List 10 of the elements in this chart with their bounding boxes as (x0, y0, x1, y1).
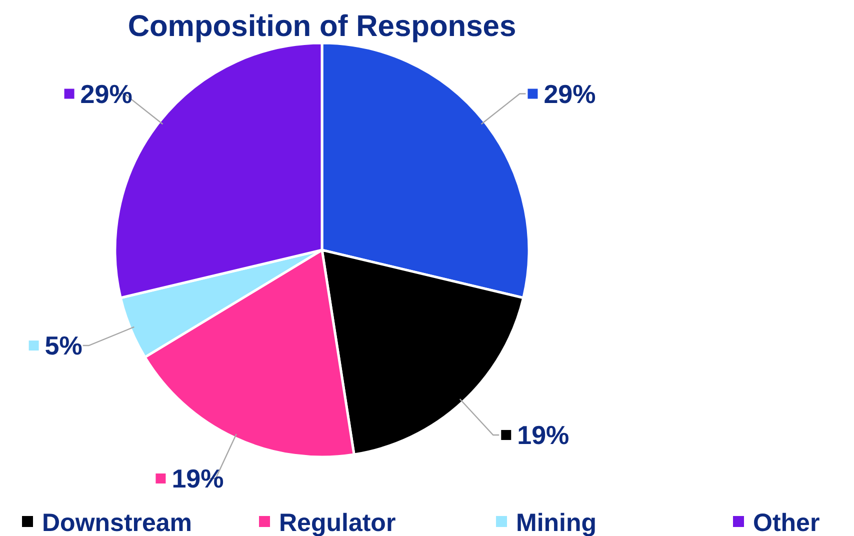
legend-label: Regulator (279, 509, 396, 536)
chart-title: Composition of Responses (128, 10, 516, 43)
data-label: 19% (517, 420, 570, 450)
legend-label: Mining (516, 509, 597, 536)
legend-label: Other (753, 509, 820, 536)
data-label: 5% (44, 330, 82, 361)
data-label: 29% (80, 78, 132, 109)
legend-label: Downstream (42, 509, 192, 536)
data-label: 19% (172, 463, 224, 494)
data-label: 29% (544, 78, 596, 109)
